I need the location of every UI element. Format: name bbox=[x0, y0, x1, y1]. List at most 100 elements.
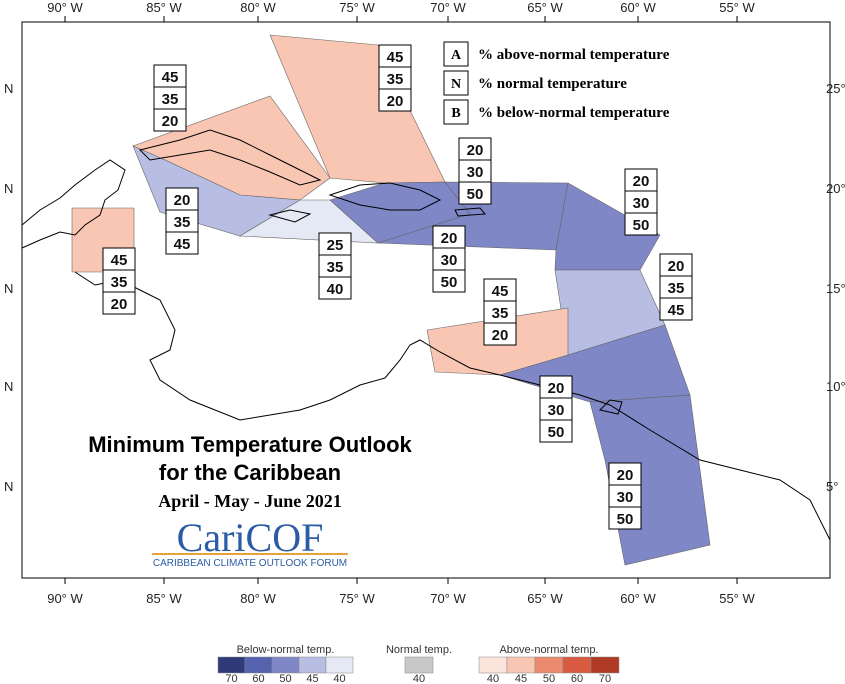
probability-normal: 30 bbox=[548, 402, 565, 419]
probability-cell bbox=[458, 181, 492, 205]
legend-swatch bbox=[562, 656, 592, 674]
lon-label: 55° W bbox=[719, 0, 755, 15]
legend-tick: 60 bbox=[571, 673, 583, 684]
color-legend: Below-normal temp. 70 60 50 45 40 Normal temp.… bbox=[217, 644, 620, 684]
period: April - May - June 2021 bbox=[158, 491, 342, 511]
legend-tick: 45 bbox=[515, 673, 527, 684]
probability-below: 50 bbox=[633, 217, 650, 234]
probability-above: 20 bbox=[668, 258, 685, 275]
lon-label: 90° W bbox=[47, 0, 83, 15]
probability-normal: 30 bbox=[633, 195, 650, 212]
key-letter: N bbox=[451, 77, 461, 92]
lon-label: 75° W bbox=[339, 0, 375, 15]
lat-label: 20° bbox=[826, 181, 845, 196]
probability-below: 45 bbox=[174, 236, 191, 253]
lat-label: N bbox=[4, 379, 13, 394]
legend-swatch bbox=[298, 656, 327, 674]
key-letter: B bbox=[451, 106, 460, 121]
probability-below: 50 bbox=[548, 424, 565, 441]
key-box bbox=[443, 41, 469, 67]
probability-normal: 35 bbox=[111, 274, 128, 291]
probability-cell bbox=[624, 212, 658, 236]
key-letter: A bbox=[451, 48, 462, 63]
probability-above: 20 bbox=[467, 142, 484, 159]
lon-label: 75° W bbox=[339, 591, 375, 606]
probability-cell bbox=[539, 419, 573, 443]
legend-label: Normal temp. bbox=[386, 644, 452, 656]
probability-below: 50 bbox=[441, 274, 458, 291]
title-line: Minimum Temperature Outlook bbox=[88, 432, 412, 457]
probability-cell bbox=[378, 88, 412, 112]
probability-cell bbox=[608, 506, 642, 530]
legend-swatch bbox=[325, 656, 354, 674]
probability-below: 40 bbox=[327, 281, 344, 298]
probability-below: 50 bbox=[467, 186, 484, 203]
lon-label: 85° W bbox=[146, 0, 182, 15]
probability-boxes: 45 35 20 45 35 20 45 35 20 20 35 45 25 35 40 20 30 50 20 30… bbox=[102, 44, 693, 530]
probability-cell bbox=[318, 276, 352, 300]
coastline bbox=[21, 159, 126, 249]
lon-label: 80° W bbox=[240, 0, 276, 15]
key-box bbox=[443, 70, 469, 96]
lon-label: 70° W bbox=[430, 591, 466, 606]
probability-above: 20 bbox=[633, 173, 650, 190]
probability-below: 20 bbox=[387, 93, 404, 110]
key-text: % normal temperature bbox=[478, 76, 627, 92]
legend-swatch bbox=[534, 656, 564, 674]
lon-label: 60° W bbox=[620, 0, 656, 15]
legend-tick: 50 bbox=[279, 673, 291, 684]
probability-above: 20 bbox=[617, 467, 634, 484]
probability-normal: 35 bbox=[174, 214, 191, 231]
lat-label: 5° bbox=[826, 479, 838, 494]
lat-label: 15° bbox=[826, 281, 845, 296]
legend-swatch bbox=[271, 656, 300, 674]
probability-above: 20 bbox=[174, 192, 191, 209]
probability-above: 45 bbox=[162, 69, 179, 86]
lon-label: 70° W bbox=[430, 0, 466, 15]
probability-above: 45 bbox=[387, 49, 404, 66]
coastline bbox=[328, 182, 442, 211]
title-line: for the Caribbean bbox=[159, 460, 341, 485]
legend-tick: 40 bbox=[413, 673, 425, 684]
lon-label: 60° W bbox=[620, 591, 656, 606]
legend-swatch bbox=[217, 656, 246, 674]
key-text: % below-normal temperature bbox=[478, 105, 670, 121]
probability-normal: 35 bbox=[387, 71, 404, 88]
legend-swatch bbox=[244, 656, 273, 674]
probability-above: 20 bbox=[441, 230, 458, 247]
key-text: % above-normal temperature bbox=[478, 47, 670, 63]
probability-above: 25 bbox=[327, 237, 344, 254]
probability-above: 45 bbox=[492, 283, 509, 300]
probability-above: 45 bbox=[111, 252, 128, 269]
logo-subtitle: CARIBBEAN CLIMATE OUTLOOK FORUM bbox=[153, 558, 347, 569]
coastline bbox=[139, 129, 322, 186]
probability-cell bbox=[432, 269, 466, 293]
lat-label: N bbox=[4, 81, 13, 96]
key: A % above-normal temperature N % normal tem… bbox=[443, 41, 670, 125]
probability-above: 20 bbox=[548, 380, 565, 397]
lon-label: 65° W bbox=[527, 0, 563, 15]
lon-label: 55° W bbox=[719, 591, 755, 606]
legend-label: Above-normal temp. bbox=[499, 644, 598, 656]
lon-label: 65° W bbox=[527, 591, 563, 606]
lat-label: 10° bbox=[826, 379, 845, 394]
legend-label: Below-normal temp. bbox=[237, 644, 335, 656]
legend-swatch bbox=[404, 656, 434, 674]
map-frame bbox=[21, 21, 831, 579]
probability-normal: 35 bbox=[327, 259, 344, 276]
lat-label: N bbox=[4, 281, 13, 296]
lon-label: 80° W bbox=[240, 591, 276, 606]
legend-swatch bbox=[478, 656, 508, 674]
probability-normal: 35 bbox=[162, 91, 179, 108]
coastline bbox=[599, 399, 623, 415]
probability-normal: 35 bbox=[492, 305, 509, 322]
coastline bbox=[454, 207, 487, 217]
probability-below: 20 bbox=[111, 296, 128, 313]
legend-tick: 60 bbox=[252, 673, 264, 684]
legend-tick: 40 bbox=[333, 673, 345, 684]
lon-label: 85° W bbox=[146, 591, 182, 606]
probability-normal: 30 bbox=[617, 489, 634, 506]
legend-swatch bbox=[590, 656, 620, 674]
key-box bbox=[443, 99, 469, 125]
